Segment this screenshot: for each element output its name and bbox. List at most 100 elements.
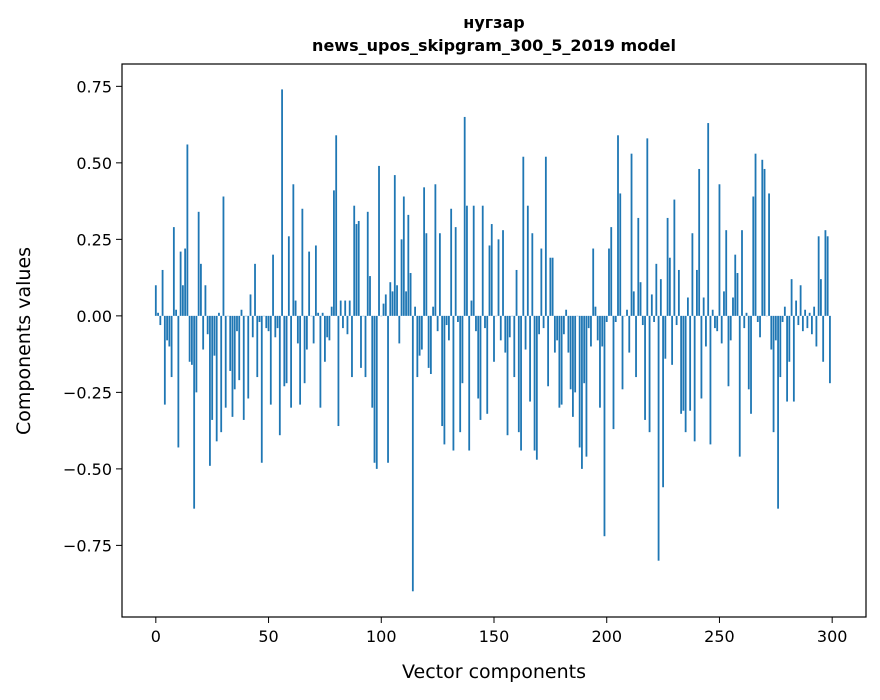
bar	[416, 316, 418, 377]
bar	[788, 316, 790, 362]
bar	[725, 230, 727, 316]
bar	[595, 307, 597, 316]
bar	[710, 316, 712, 445]
bar	[687, 298, 689, 316]
bar	[642, 316, 644, 325]
bar	[270, 316, 272, 405]
x-tick-label: 300	[817, 627, 848, 646]
bar	[784, 307, 786, 316]
bar	[434, 184, 436, 316]
bar	[200, 264, 202, 316]
bar	[410, 273, 412, 316]
bar	[168, 316, 170, 347]
bar	[561, 316, 563, 405]
bar	[730, 316, 732, 340]
bars-group	[155, 89, 831, 591]
bar	[216, 316, 218, 441]
bar	[281, 89, 283, 315]
bar	[606, 316, 608, 322]
bar	[326, 316, 328, 337]
bar	[786, 316, 788, 402]
y-tick-label: 0.75	[76, 77, 112, 96]
bar	[651, 294, 653, 315]
bar	[813, 307, 815, 316]
bar	[389, 282, 391, 316]
bar	[385, 294, 387, 315]
bar	[254, 264, 256, 316]
bar	[565, 310, 567, 316]
bar	[371, 316, 373, 408]
y-tick-label: −0.75	[63, 536, 112, 555]
bar	[547, 316, 549, 386]
bar	[191, 316, 193, 365]
bar	[579, 316, 581, 448]
bar	[703, 298, 705, 316]
bar	[712, 310, 714, 316]
y-tick-label: −0.25	[63, 383, 112, 402]
bar	[324, 316, 326, 362]
bar	[604, 316, 606, 536]
bar	[829, 316, 831, 383]
bar	[466, 206, 468, 316]
bar	[180, 252, 182, 316]
bar	[719, 184, 721, 316]
y-tick-label: −0.50	[63, 460, 112, 479]
bar	[694, 316, 696, 441]
bar	[319, 316, 321, 408]
bar	[349, 301, 351, 316]
bar	[509, 316, 511, 337]
bar	[633, 291, 635, 315]
bar	[811, 316, 813, 334]
bar	[421, 316, 423, 350]
bar	[333, 190, 335, 315]
bar	[617, 135, 619, 316]
bar	[734, 255, 736, 316]
bar	[277, 316, 279, 328]
bar	[286, 316, 288, 383]
bar	[252, 316, 254, 337]
x-tick-label: 100	[366, 627, 397, 646]
bar	[522, 157, 524, 316]
bar	[457, 316, 459, 322]
bar	[283, 316, 285, 386]
bar	[353, 206, 355, 316]
bar	[592, 249, 594, 316]
bar	[225, 316, 227, 408]
bar	[459, 316, 461, 432]
bar	[182, 285, 184, 316]
bar	[646, 138, 648, 315]
bar	[586, 316, 588, 457]
bar	[398, 316, 400, 344]
bar	[680, 316, 682, 414]
bar	[804, 310, 806, 316]
bar	[556, 316, 558, 340]
bar	[721, 316, 723, 344]
bar	[189, 316, 191, 362]
bar	[545, 157, 547, 316]
bar	[159, 316, 161, 325]
bar	[232, 316, 234, 417]
bar	[360, 316, 362, 368]
bar	[331, 307, 333, 316]
bar	[737, 273, 739, 316]
bar	[558, 316, 560, 408]
bar	[338, 316, 340, 426]
bar	[157, 313, 159, 316]
bar	[414, 307, 416, 316]
bar	[529, 316, 531, 402]
bar	[387, 316, 389, 463]
bar	[162, 270, 164, 316]
bar	[748, 316, 750, 389]
bar	[211, 316, 213, 420]
bar	[347, 316, 349, 334]
bar	[367, 212, 369, 316]
bar	[473, 206, 475, 316]
bar	[732, 298, 734, 316]
bar	[770, 316, 772, 350]
bar	[365, 316, 367, 377]
bar	[746, 313, 748, 316]
bar	[195, 316, 197, 393]
bar	[464, 117, 466, 316]
bar	[818, 236, 820, 316]
bar	[660, 279, 662, 316]
